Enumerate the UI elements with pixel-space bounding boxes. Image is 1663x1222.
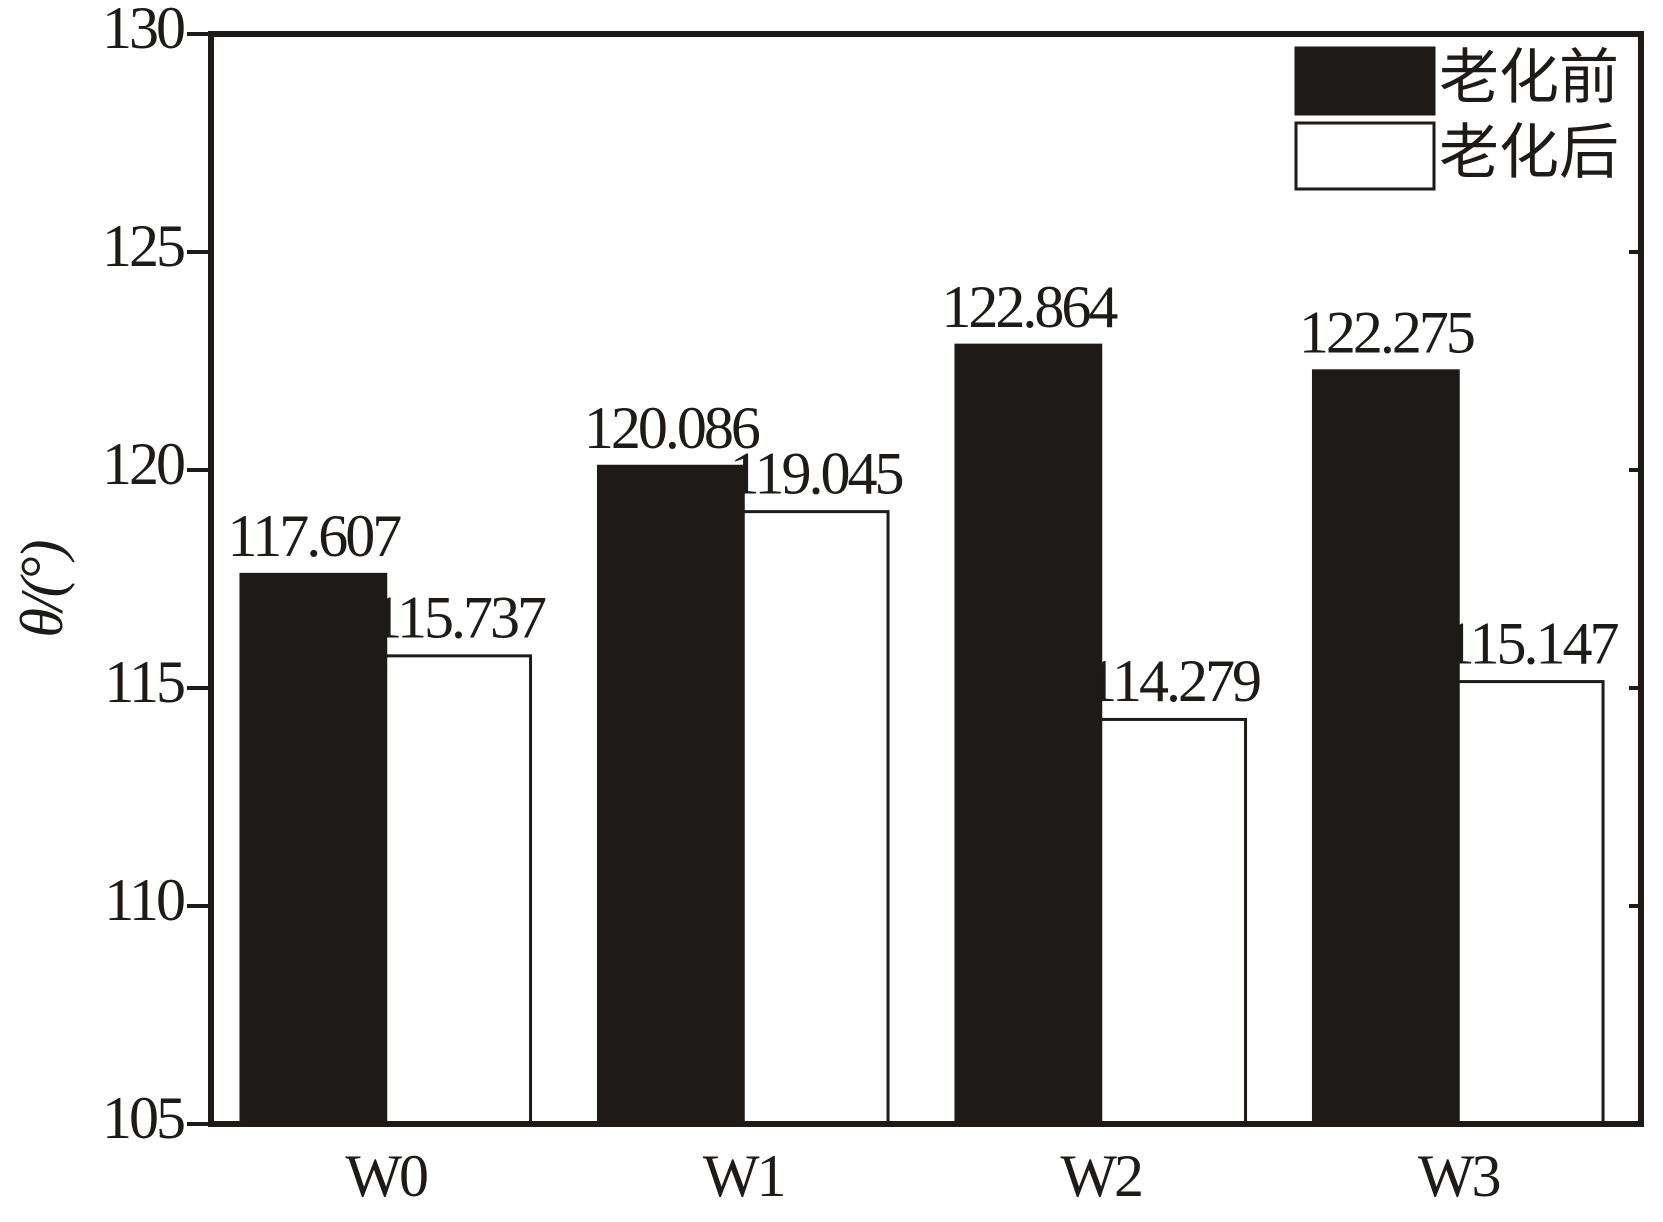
y-tick-label: 110 xyxy=(104,867,184,933)
value-label: 119.045 xyxy=(730,440,903,506)
bar xyxy=(741,510,890,1126)
legend-label: 老化前 xyxy=(1439,45,1619,111)
legend-swatch xyxy=(1294,121,1436,191)
x-tick-label: W2 xyxy=(1060,1143,1141,1209)
bar xyxy=(1311,369,1460,1126)
y-tick-label: 115 xyxy=(104,649,184,715)
y-tick-label: 130 xyxy=(102,0,184,61)
value-label: 122.275 xyxy=(1299,300,1474,366)
value-label: 115.147 xyxy=(1445,610,1619,676)
y-tick-label: 120 xyxy=(102,431,184,497)
plot-frame xyxy=(208,31,1644,1127)
value-label: 117.607 xyxy=(227,503,401,569)
value-label: 115.737 xyxy=(372,585,546,651)
bar xyxy=(1456,680,1605,1126)
x-tick-label: W3 xyxy=(1418,1143,1500,1209)
value-label: 122.864 xyxy=(941,274,1118,340)
value-label: 120.086 xyxy=(584,395,760,461)
bar xyxy=(954,343,1103,1126)
legend-swatch xyxy=(1294,46,1436,116)
bar xyxy=(596,464,745,1126)
bar xyxy=(239,572,388,1126)
bar xyxy=(384,654,533,1126)
bar xyxy=(1099,717,1248,1126)
x-tick-label: W0 xyxy=(345,1143,427,1209)
y-axis-label: θ/(°) xyxy=(9,540,75,637)
legend-label: 老化后 xyxy=(1439,120,1619,186)
y-tick-label: 125 xyxy=(102,213,184,279)
value-label: 114.279 xyxy=(1087,648,1260,714)
y-tick-label: 105 xyxy=(102,1085,184,1151)
x-tick-label: W1 xyxy=(703,1143,784,1209)
